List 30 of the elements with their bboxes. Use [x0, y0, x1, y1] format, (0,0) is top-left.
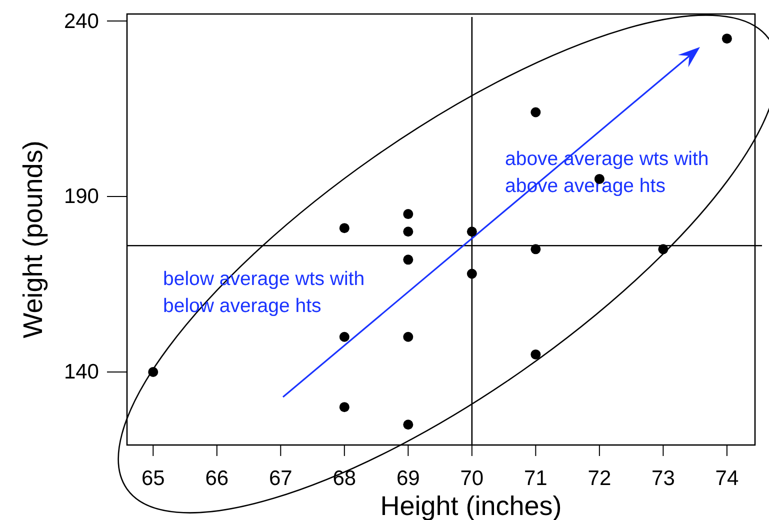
point — [339, 402, 350, 412]
x-tick-label: 73 — [652, 466, 675, 490]
point — [403, 254, 414, 265]
point — [530, 349, 541, 360]
point — [403, 209, 414, 220]
x-tick-label: 72 — [588, 466, 612, 490]
point — [403, 332, 414, 342]
point — [403, 420, 414, 430]
point — [339, 332, 350, 342]
point — [466, 226, 477, 237]
point — [658, 244, 668, 254]
point — [148, 367, 158, 377]
point — [722, 34, 732, 44]
point — [466, 268, 477, 279]
x-tick-label: 66 — [205, 466, 229, 490]
y-tick-label: 190 — [64, 185, 99, 208]
x-tick-label: 70 — [460, 466, 484, 490]
x-tick-label: 68 — [332, 466, 356, 490]
point — [530, 244, 541, 254]
x-tick-label: 71 — [524, 466, 548, 490]
x-tick-label: 74 — [715, 466, 739, 490]
y-axis-title: Weight (pounds) — [18, 140, 48, 338]
x-tick-label: 65 — [141, 466, 165, 490]
y-tick-label: 140 — [64, 360, 99, 384]
point — [339, 223, 350, 234]
x-tick-label: 69 — [396, 466, 420, 490]
x-tick-label: 67 — [268, 466, 292, 490]
point — [530, 107, 541, 118]
y-tick-label: 240 — [64, 10, 99, 33]
point — [403, 226, 414, 237]
